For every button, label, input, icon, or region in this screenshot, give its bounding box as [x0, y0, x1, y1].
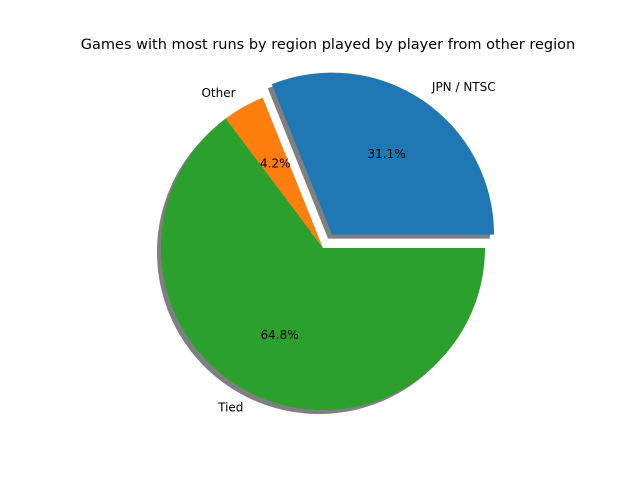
pie-slice-tied [160, 118, 485, 410]
pie-wedge-group [160, 72, 495, 410]
slice-percent-tied: 64.8% [261, 328, 299, 342]
slice-label-jpn-ntsc: JPN / NTSC [431, 80, 496, 94]
slice-label-other: Other [201, 86, 235, 100]
slice-label-tied: Tied [217, 400, 243, 414]
pie-label-group: JPN / NTSC 31.1% Other 4.2% Tied 64.8% [201, 80, 495, 414]
pie-slice-jpn-ntsc [271, 72, 495, 235]
slice-percent-other: 4.2% [260, 156, 291, 170]
chart-title: Games with most runs by region played by… [81, 37, 575, 53]
slice-percent-jpn-ntsc: 31.1% [367, 147, 405, 161]
pie-slice-other [225, 97, 323, 248]
